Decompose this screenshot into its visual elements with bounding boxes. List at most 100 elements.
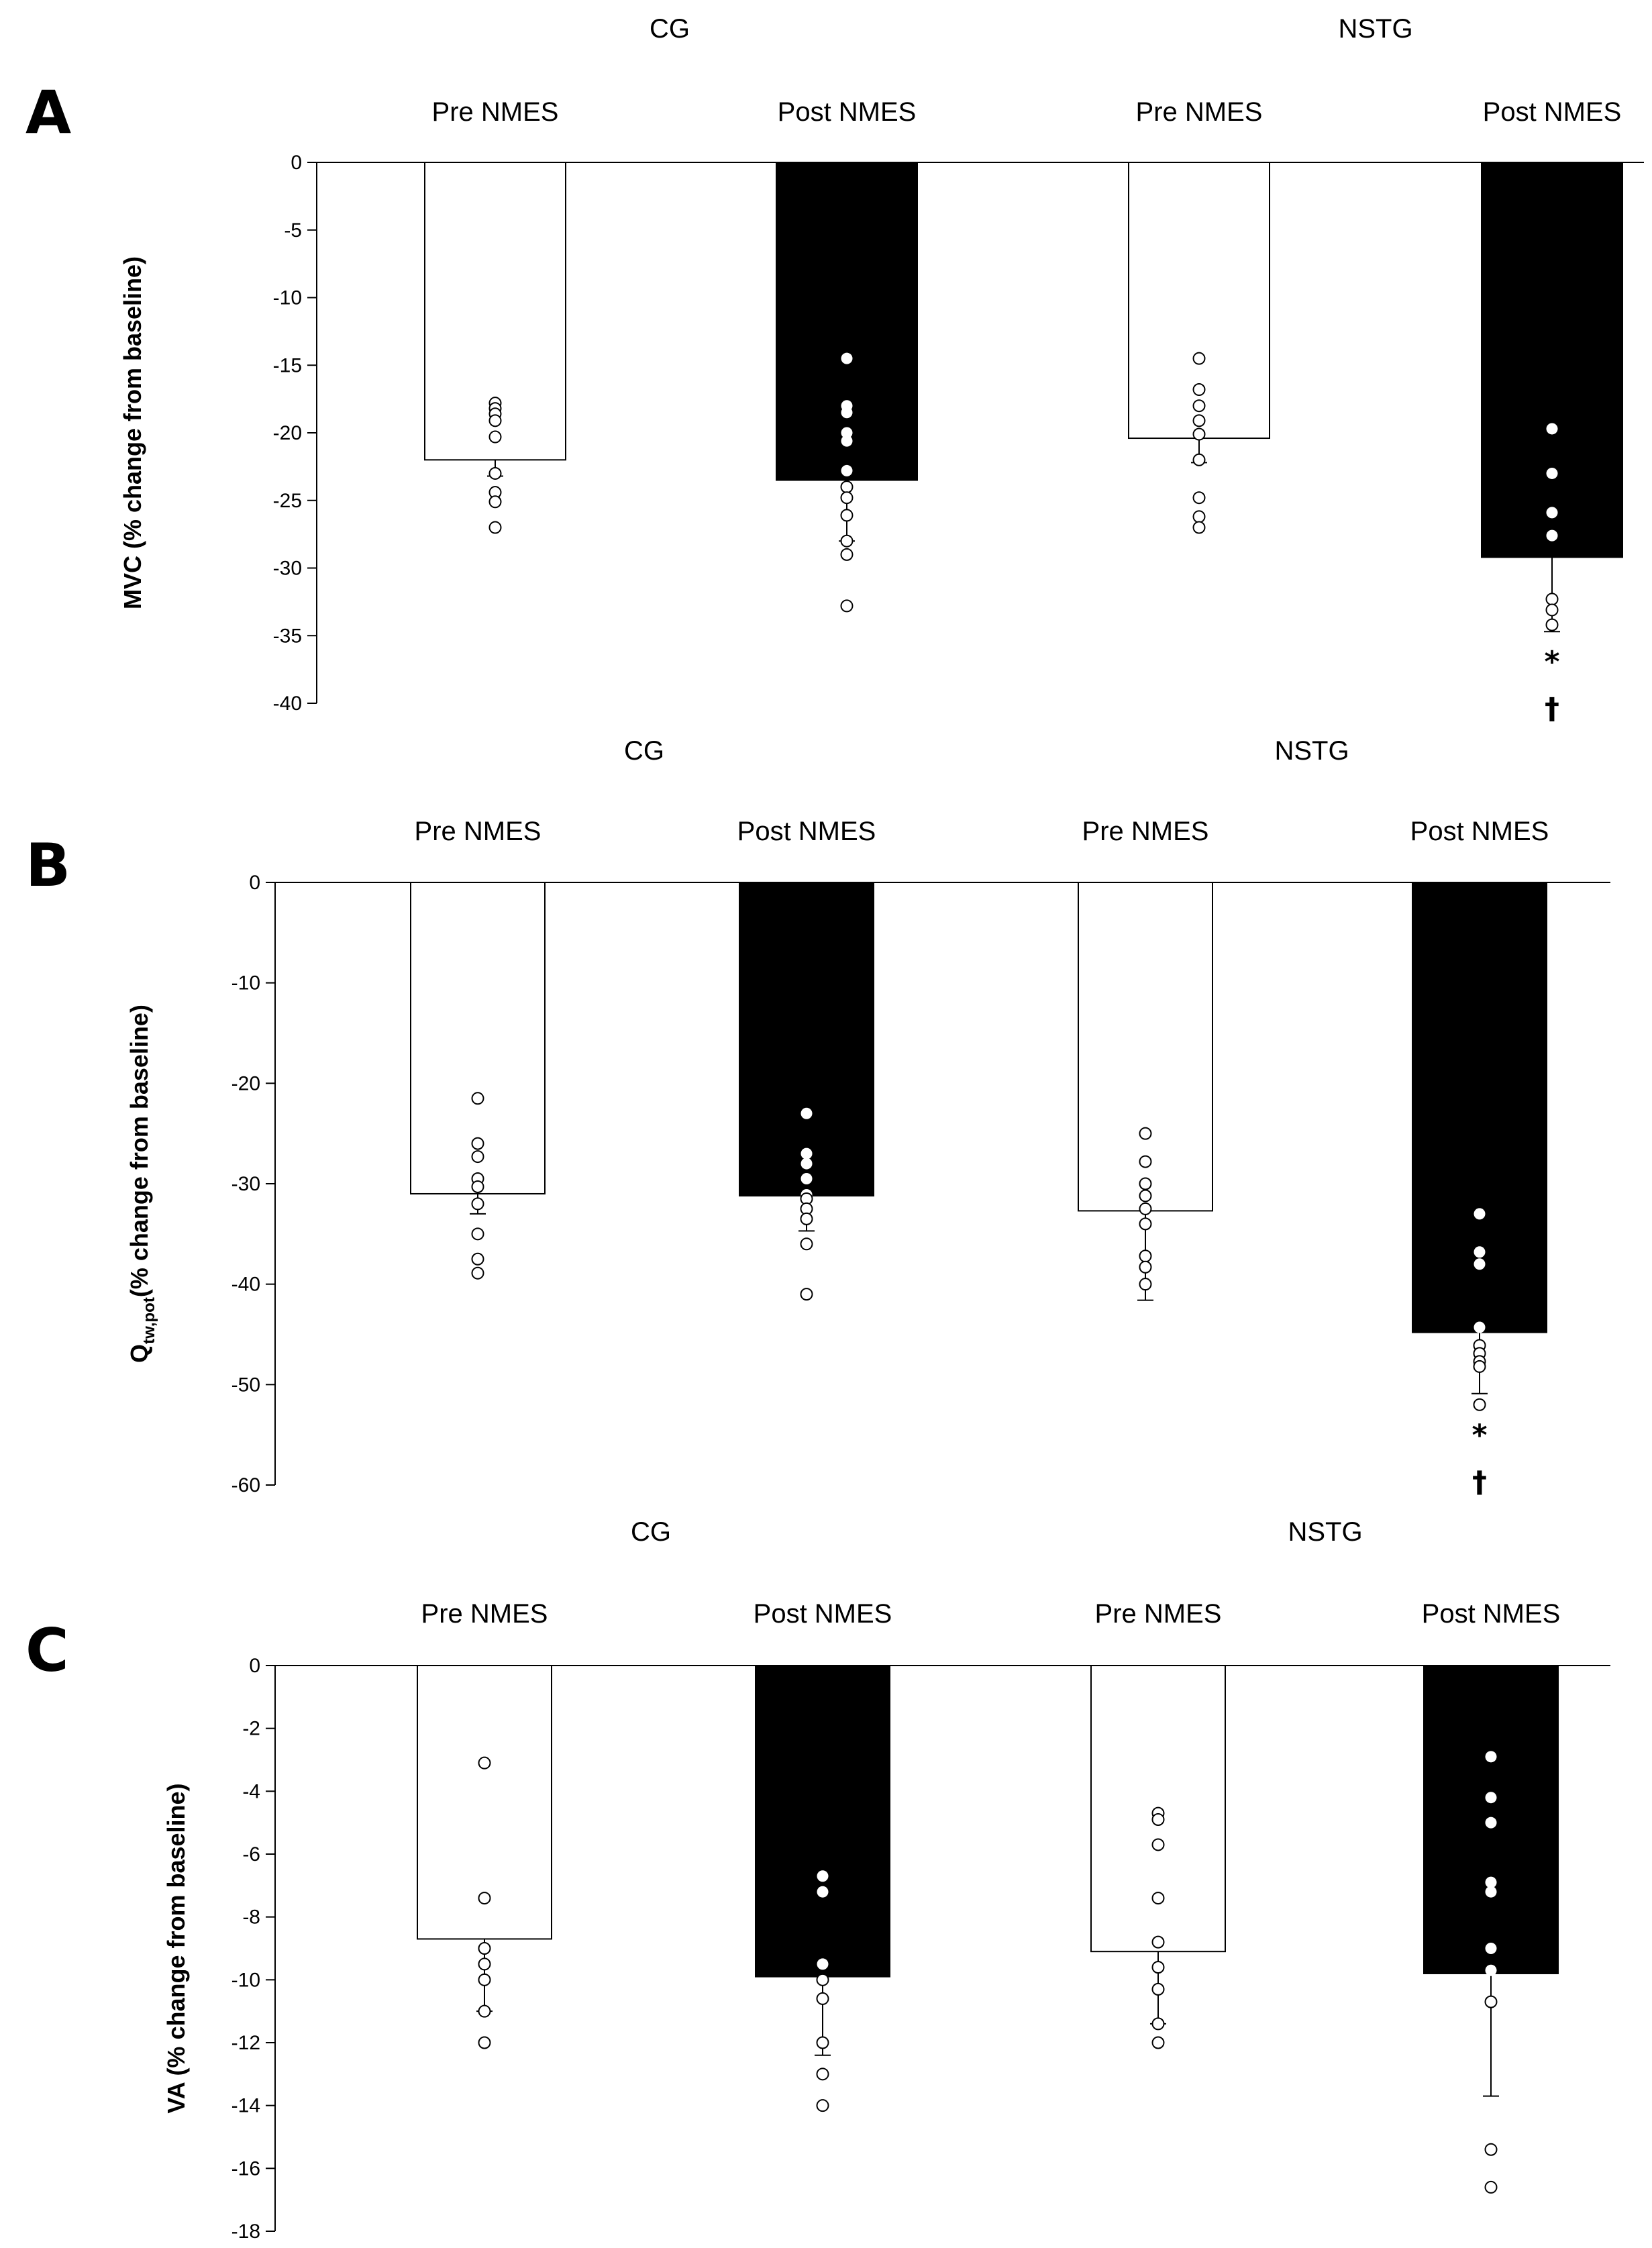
data-point — [471, 1252, 484, 1266]
data-point — [801, 1147, 813, 1160]
y-tick-label: 0 — [249, 872, 260, 894]
significance-marker: * — [1472, 1418, 1487, 1452]
data-point — [816, 2067, 829, 2081]
y-tick-label: -16 — [231, 2157, 260, 2180]
y-tick-label: -12 — [231, 2032, 260, 2054]
data-point — [841, 407, 853, 419]
data-point — [1192, 491, 1206, 505]
data-point — [478, 1756, 491, 1770]
data-point — [1139, 1278, 1152, 1291]
data-point — [1546, 529, 1558, 542]
data-point — [1474, 1208, 1486, 1220]
y-tick-label: -40 — [231, 1274, 260, 1296]
data-point — [801, 1107, 813, 1119]
data-point — [478, 1957, 491, 1971]
y-tick-label: -25 — [273, 490, 302, 512]
data-point — [1484, 1995, 1498, 2008]
data-point — [471, 1266, 484, 1280]
condition-label: Pre NMES — [432, 97, 559, 127]
data-point — [1485, 1817, 1497, 1829]
data-point — [1485, 1964, 1497, 1976]
data-point — [488, 466, 502, 480]
condition-label: Pre NMES — [415, 817, 541, 846]
data-point — [1139, 1202, 1152, 1215]
condition-label: Post NMES — [1422, 1599, 1561, 1629]
data-point — [840, 509, 854, 522]
condition-label: Pre NMES — [1095, 1599, 1222, 1629]
data-point — [801, 1173, 813, 1185]
y-axis-label-rest: (% change from baseline) — [125, 1005, 153, 1297]
y-tick-label: 0 — [249, 1655, 260, 1677]
data-point — [471, 1092, 484, 1105]
data-point — [1192, 414, 1206, 427]
y-axis-label: VA (% change from baseline) — [162, 1783, 190, 2113]
data-point — [1151, 1935, 1165, 1949]
y-tick-label: -8 — [242, 1906, 260, 1929]
group-label: NSTG — [1338, 14, 1412, 44]
data-point — [1474, 1321, 1486, 1333]
y-tick-label: -4 — [242, 1780, 260, 1802]
data-point — [488, 430, 502, 444]
data-point — [841, 464, 853, 476]
data-point — [801, 1158, 813, 1170]
data-point — [1546, 467, 1558, 479]
condition-label: Post NMES — [1483, 97, 1622, 127]
y-tick-label: -5 — [284, 219, 302, 242]
data-point — [840, 599, 854, 613]
data-point — [1151, 2017, 1165, 2031]
data-point — [478, 2004, 491, 2018]
y-tick-label: -30 — [273, 558, 302, 580]
condition-label: Pre NMES — [421, 1599, 548, 1629]
panel-b: B 0 -10 -20 -30 -40 -50 -60 CG NSTG Pre NMES Post … — [25, 736, 1610, 1499]
data-point — [1192, 510, 1206, 523]
y-tick-label: -60 — [231, 1474, 260, 1496]
data-point — [816, 1992, 829, 2005]
panel-letter-c: C — [25, 1616, 69, 1685]
panel-a: A 0 -5 -10 -15 -20 -25 -30 -35 -40 CG NSTG Pre NMES… — [25, 14, 1644, 726]
data-point — [1139, 1189, 1152, 1203]
data-point — [1484, 2143, 1498, 2156]
bar — [739, 882, 874, 1196]
data-point — [471, 1137, 484, 1150]
data-point — [1139, 1127, 1152, 1140]
data-point — [478, 1942, 491, 1955]
condition-label: Post NMES — [778, 97, 917, 127]
y-tick-label: -10 — [231, 1969, 260, 1991]
data-point — [478, 1892, 491, 1905]
data-point — [1546, 423, 1558, 435]
y-tick-label: -10 — [273, 287, 302, 309]
data-point — [1485, 1886, 1497, 1898]
data-point — [1484, 2180, 1498, 2194]
data-point — [1151, 1838, 1165, 1851]
y-tick-label: -20 — [273, 422, 302, 444]
data-point — [488, 495, 502, 509]
bar — [1481, 162, 1623, 558]
data-point — [840, 548, 854, 561]
data-point — [800, 1288, 813, 1301]
y-axis-label-main: Q — [125, 1344, 153, 1363]
data-point — [1151, 1892, 1165, 1905]
data-point — [488, 414, 502, 427]
data-point — [1151, 1982, 1165, 1996]
data-point — [1546, 507, 1558, 519]
data-point — [816, 2036, 829, 2049]
data-point — [1192, 383, 1206, 397]
data-point — [1139, 1249, 1152, 1263]
data-point — [1192, 352, 1206, 365]
data-point — [817, 1958, 829, 1970]
y-tick-label: -40 — [273, 693, 302, 715]
data-point — [800, 1237, 813, 1251]
data-point — [816, 1973, 829, 1986]
bar — [1128, 162, 1270, 440]
y-axis-label: MVC (% change from baseline) — [119, 256, 146, 609]
data-point — [1151, 1961, 1165, 1974]
data-point — [471, 1197, 484, 1211]
data-point — [1192, 521, 1206, 534]
data-point — [478, 2036, 491, 2049]
data-point — [1485, 1792, 1497, 1804]
y-tick-label: -15 — [273, 354, 302, 376]
data-point — [1473, 1398, 1486, 1411]
condition-label: Post NMES — [1410, 817, 1549, 846]
y-axis-label-subscript: tw,pot — [140, 1297, 158, 1344]
